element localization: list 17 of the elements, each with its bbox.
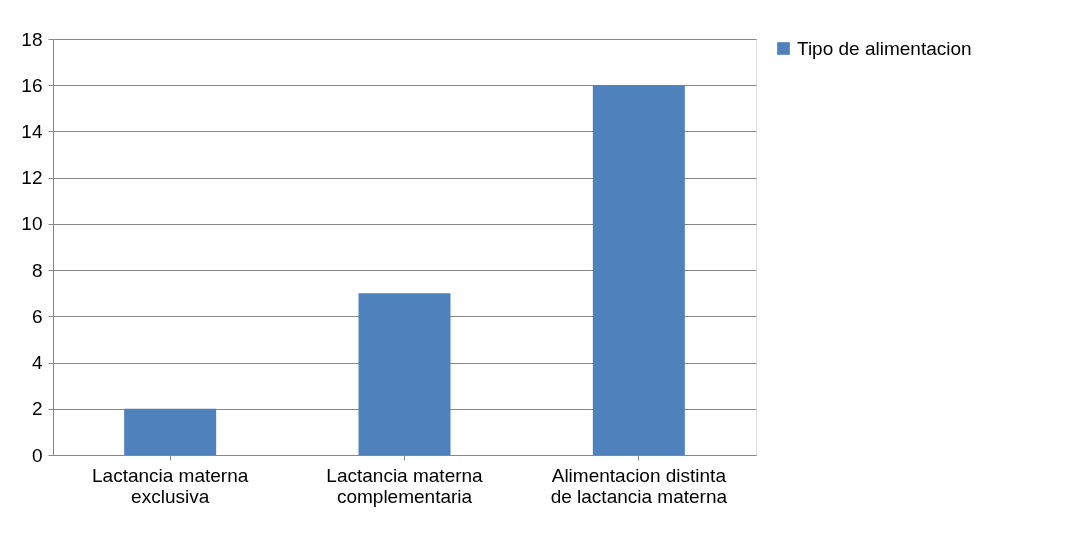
y-tick-label: 2	[31, 398, 43, 420]
y-tick-label: 18	[21, 28, 43, 50]
y-tick-label: 14	[21, 120, 43, 142]
y-tick-label: 6	[31, 305, 43, 327]
bar	[358, 293, 451, 455]
bar	[124, 408, 217, 455]
y-tick-label: 8	[31, 259, 43, 281]
x-tick-label: Lactancia materna exclusiva	[92, 464, 249, 507]
bar	[592, 85, 685, 455]
x-tick-label: Alimentacion distinta de lactancia materna	[550, 464, 728, 507]
y-tick-label: 12	[21, 167, 43, 189]
y-tick-label: 10	[21, 213, 43, 235]
legend-label: Tipo de alimentacion	[797, 37, 972, 59]
y-tick-label: 0	[31, 444, 43, 466]
y-tick-label: 4	[31, 352, 43, 374]
y-tick-label: 16	[21, 74, 43, 96]
x-tick-label: Lactancia materna complementaria	[326, 464, 484, 507]
